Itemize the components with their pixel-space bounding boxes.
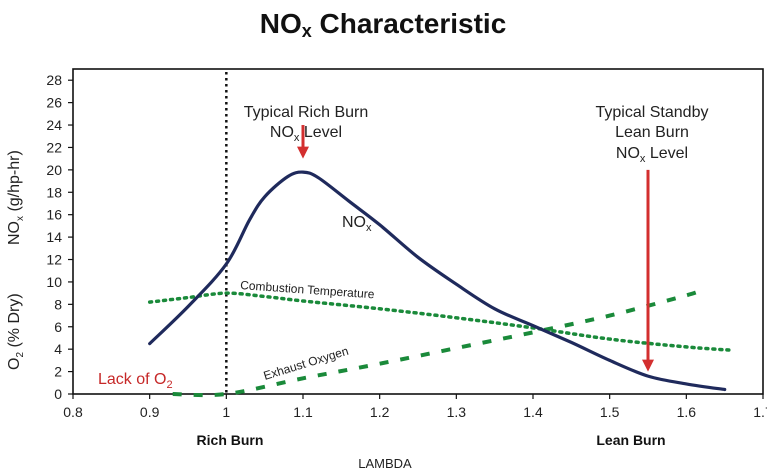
lean-burn-level-line1: Typical Standby	[596, 104, 709, 121]
lean-burn-level-line3: NOx Level	[616, 145, 688, 165]
x-axis-ticks: 0.8 0.9 1 1.1 1.2 1.3 1.4 1.5 1.6 1.7	[63, 394, 767, 420]
x-tick-label: 1.2	[370, 404, 390, 420]
y-tick-label: 12	[46, 252, 62, 268]
lean-burn-level-arrow-head	[642, 359, 654, 372]
lean-burn-label: Lean Burn	[596, 432, 665, 448]
y-tick-label: 14	[46, 229, 62, 245]
y-tick-label: 0	[54, 386, 62, 402]
x-tick-label: 1	[222, 404, 230, 420]
rich-burn-level-arrow-head	[297, 146, 309, 159]
y-tick-label: 24	[46, 117, 62, 133]
x-tick-label: 1.7	[753, 404, 767, 420]
y-tick-label: 16	[46, 207, 62, 223]
y-axis-label-o2: O2 (% Dry)	[6, 293, 26, 370]
x-tick-label: 1.5	[600, 404, 620, 420]
plot-frame	[72, 68, 764, 395]
x-tick-label: 1.6	[677, 404, 697, 420]
x-tick-label: 1.4	[523, 404, 543, 420]
y-axis-label-nox: NOx (g/hp-hr)	[6, 150, 26, 245]
y-tick-label: 26	[46, 95, 62, 111]
y-tick-label: 22	[46, 139, 62, 155]
nox-curve-label: NOx	[342, 214, 372, 234]
y-tick-label: 28	[46, 72, 62, 88]
y-tick-label: 20	[46, 162, 62, 178]
x-tick-label: 1.3	[447, 404, 467, 420]
y-tick-label: 8	[54, 296, 62, 312]
x-tick-label: 1.1	[293, 404, 313, 420]
rich-burn-level-line1: Typical Rich Burn	[244, 104, 369, 121]
combustion-temperature-line	[147, 291, 735, 353]
y-tick-label: 4	[54, 341, 62, 357]
chart-title: NOx Characteristic	[260, 8, 507, 41]
y-tick-label: 2	[54, 364, 62, 380]
rich-burn-level-line2: NOx Level	[270, 124, 342, 144]
lack-of-o2-label: Lack of O2	[98, 371, 173, 391]
x-tick-label: 0.9	[140, 404, 160, 420]
y-tick-label: 18	[46, 184, 62, 200]
x-tick-label: 0.8	[63, 404, 83, 420]
y-tick-label: 6	[54, 319, 62, 335]
exhaust-oxygen-line	[172, 287, 703, 398]
chart-title-subscript: x	[302, 21, 312, 41]
lean-burn-level-line2: Lean Burn	[615, 124, 689, 141]
x-axis-label: LAMBDA	[358, 456, 412, 471]
combustion-temperature-label: Combustion Temperature	[240, 278, 375, 301]
exhaust-oxygen-label: Exhaust Oxygen	[262, 344, 350, 383]
nox-line	[148, 170, 727, 392]
y-tick-label: 10	[46, 274, 62, 290]
arrows-group	[297, 125, 654, 372]
rich-burn-label: Rich Burn	[197, 432, 264, 448]
